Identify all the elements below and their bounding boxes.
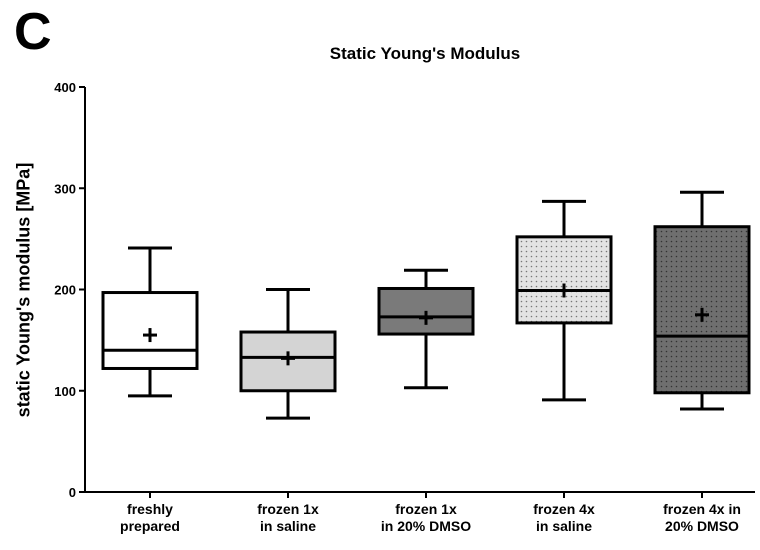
- box-2: [377, 268, 475, 390]
- box-rect-3: [515, 235, 613, 325]
- x-tick-label-1-1: in saline: [260, 518, 316, 534]
- x-tick-label-2-1: in 20% DMSO: [381, 518, 471, 534]
- y-tick-label-0: 0: [69, 485, 76, 500]
- box-1: [239, 288, 337, 420]
- x-tick-label-0-0: freshly: [127, 501, 173, 517]
- panel-letter: C: [14, 3, 52, 61]
- chart-title: Static Young's Modulus: [329, 44, 521, 63]
- x-tick-label-3-1: in saline: [536, 518, 592, 534]
- x-tick-label-0-1: prepared: [120, 518, 180, 534]
- y-tick-label-400: 400: [54, 80, 76, 95]
- y-tick-label-200: 200: [54, 283, 76, 298]
- x-tick-label-1-0: frozen 1x: [257, 501, 319, 517]
- y-tick-label-300: 300: [54, 181, 76, 196]
- x-tick-label-4-1: 20% DMSO: [665, 518, 739, 534]
- box-0: [101, 246, 199, 398]
- boxes: [101, 190, 751, 420]
- y-tick-label-100: 100: [54, 384, 76, 399]
- box-4: [653, 190, 751, 411]
- x-tick-label-4-0: frozen 4x in: [663, 501, 741, 517]
- box-3: [515, 199, 613, 402]
- x-tick-label-2-0: frozen 1x: [395, 501, 457, 517]
- x-tick-label-3-0: frozen 4x: [533, 501, 595, 517]
